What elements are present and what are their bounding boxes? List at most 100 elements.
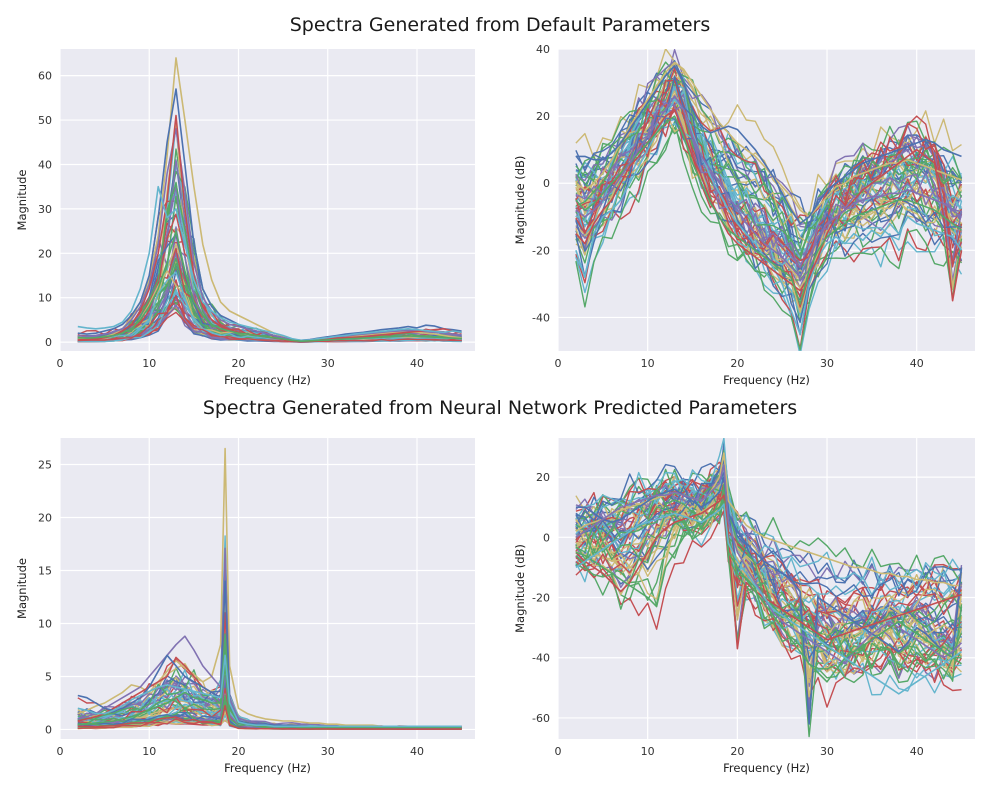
spectrum-line [575,102,962,282]
plot-area [60,438,475,739]
y-tick-label: -60 [532,712,550,725]
y-axis-label: Magnitude [15,558,29,619]
x-tick-label: 0 [555,745,562,758]
spectrum-line [575,107,962,289]
spectrum-line [575,79,963,264]
series-group [77,57,462,343]
y-tick-label: -40 [532,652,550,665]
y-tick-label: 0 [543,177,550,190]
y-axis-label: Magnitude (dB) [513,156,527,245]
spectrum-line [575,108,963,302]
plot-area [60,49,475,351]
spectrum-line [575,81,963,227]
spectrum-line [77,271,462,343]
y-tick-label: 20 [38,511,52,524]
x-tick-label: 0 [555,357,562,370]
x-axis-label: Frequency (Hz) [224,373,311,387]
x-tick-label: 10 [142,357,156,370]
spectrum-line [77,128,462,342]
spectrum-line [575,98,963,336]
spectrum-line [575,486,963,673]
spectrum-line [77,230,462,343]
spectrum-line [77,295,462,343]
x-axis-label: Frequency (Hz) [224,761,311,775]
x-tick-label: 30 [321,357,335,370]
spectrum-line [575,476,963,725]
spectrum-line [575,500,962,683]
x-tick-label: 0 [57,745,64,758]
x-tick-label: 40 [910,745,924,758]
spectrum-line [575,460,963,656]
spectrum-line [77,633,462,729]
spectrum-line [575,75,962,323]
y-tick-label: 0 [45,723,52,736]
spectrum-line [575,95,962,278]
bottom-section-title: Spectra Generated from Neural Network Pr… [202,397,798,419]
spectrum-line [77,654,462,728]
y-tick-label: 0 [543,531,550,544]
series-group [575,438,963,738]
chart-nn-linear: 0 10 20 30 40 0 5 10 15 20 25 Frequency (Hz) Magnitu… [15,438,475,775]
x-tick-label: 20 [730,357,744,370]
spectrum-line [575,115,962,305]
y-axis-label: Magnitude [15,170,29,231]
y-tick-label: 5 [45,670,52,683]
spectrum-line [575,70,963,256]
spectrum-line [575,63,963,244]
y-tick-label: 20 [536,471,550,484]
spectrum-line [575,61,962,218]
chart-default-linear: 0 10 20 30 40 0 10 20 30 40 50 60 Frequency (Hz) Magn… [15,49,475,387]
chart-nn-db: 0 10 20 30 40 -60 -40 -20 0 20 Frequency (Hz) Magni… [513,438,975,775]
chart-default-db: 0 10 20 30 40 -40 -20 0 20 40 Frequency (Hz) Magnit… [513,43,975,387]
y-tick-label: 40 [536,43,550,56]
spectrum-line [575,498,963,738]
x-axis-label: Frequency (Hz) [723,761,810,775]
x-tick-label: 40 [410,357,424,370]
x-tick-label: 20 [730,745,744,758]
spectrum-line [575,503,962,695]
x-tick-label: 10 [641,357,655,370]
series-group [575,49,963,351]
y-tick-label: 20 [38,247,52,260]
spectrum-line [575,467,963,667]
spectrum-line [77,705,462,730]
spectrum-line [575,475,963,596]
y-tick-label: 30 [38,203,52,216]
spectrum-line [575,118,963,299]
spectrum-line [575,103,962,269]
spectrum-line [575,509,962,708]
y-tick-label: 60 [38,70,52,83]
spectrum-line [575,93,963,281]
series-group [77,447,462,730]
y-axis-label: Magnitude (dB) [513,544,527,633]
x-tick-label: 30 [820,357,834,370]
x-tick-label: 0 [57,357,64,370]
y-tick-label: 0 [45,336,52,349]
x-tick-label: 30 [321,745,335,758]
x-tick-label: 40 [910,357,924,370]
spectrum-line [575,492,963,632]
top-section-title: Spectra Generated from Default Parameter… [289,14,711,36]
spectrum-line [575,126,963,351]
y-tick-label: 10 [38,292,52,305]
spectrum-line [575,480,962,669]
y-tick-label: -40 [532,311,550,324]
spectrum-line [575,64,962,225]
spectrum-line [575,452,962,587]
x-tick-label: 40 [410,745,424,758]
y-tick-label: 50 [38,114,52,127]
y-tick-label: 25 [38,458,52,471]
y-tick-label: -20 [532,592,550,605]
x-axis-label: Frequency (Hz) [723,373,810,387]
y-tick-label: -20 [532,244,550,257]
spectrum-line [575,438,963,661]
x-tick-label: 20 [231,745,245,758]
y-tick-label: 20 [536,110,550,123]
spectrum-line [575,493,963,653]
y-tick-label: 15 [38,564,52,577]
spectrum-line [575,117,963,336]
spectrum-line [77,185,462,342]
x-tick-label: 10 [641,745,655,758]
x-tick-label: 30 [820,745,834,758]
